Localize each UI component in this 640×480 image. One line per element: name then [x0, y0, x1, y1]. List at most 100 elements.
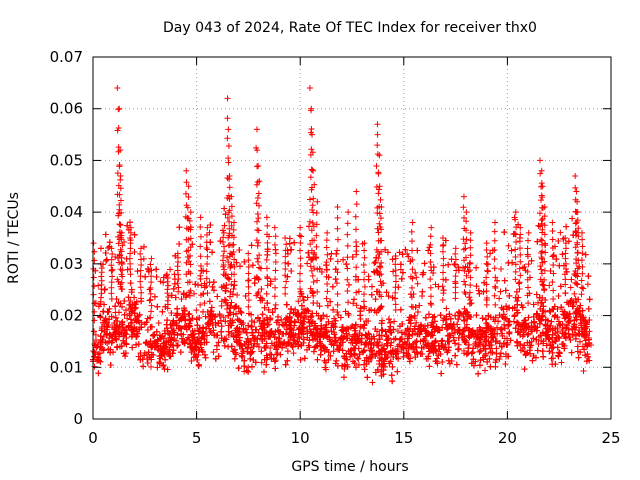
data-point — [506, 318, 513, 325]
data-point — [210, 279, 217, 286]
data-point — [351, 352, 358, 359]
data-point — [585, 305, 592, 312]
data-point — [534, 347, 541, 354]
data-point — [122, 353, 129, 360]
data-point — [466, 300, 473, 307]
data-point — [186, 316, 193, 323]
data-point — [153, 266, 160, 273]
data-point — [426, 363, 433, 370]
data-point — [378, 326, 385, 333]
grid-layer — [93, 57, 611, 419]
data-point — [352, 321, 359, 328]
data-point — [112, 303, 119, 310]
data-point — [92, 331, 99, 338]
data-point — [351, 337, 358, 344]
data-point — [444, 349, 451, 356]
data-point — [454, 346, 461, 353]
data-point — [514, 342, 521, 349]
data-point — [138, 324, 145, 331]
data-point — [291, 239, 298, 246]
data-point — [348, 339, 355, 346]
data-point — [535, 341, 542, 348]
data-point — [201, 336, 208, 343]
data-point — [482, 345, 489, 352]
data-point — [167, 353, 174, 360]
data-point — [537, 305, 544, 312]
data-point — [538, 312, 545, 319]
data-point — [203, 339, 210, 346]
data-point — [186, 323, 193, 330]
data-point — [140, 243, 147, 250]
data-point — [416, 302, 423, 309]
data-point — [505, 259, 512, 266]
data-point — [208, 308, 215, 315]
data-point — [231, 355, 238, 362]
data-point — [340, 256, 347, 263]
data-point — [206, 298, 213, 305]
data-point — [577, 338, 584, 345]
data-point — [291, 337, 298, 344]
data-point — [493, 338, 500, 345]
data-point — [107, 349, 114, 356]
data-point — [320, 331, 327, 338]
data-point — [383, 340, 390, 347]
data-point — [494, 324, 501, 331]
data-point — [562, 290, 569, 297]
data-point — [347, 324, 354, 331]
data-point — [342, 326, 349, 333]
data-point — [286, 240, 293, 247]
data-point — [309, 310, 316, 317]
data-point — [571, 290, 578, 297]
data-point — [413, 319, 420, 326]
data-point — [106, 335, 113, 342]
data-point — [491, 318, 498, 325]
data-point — [328, 250, 335, 257]
data-point — [267, 278, 274, 285]
data-point — [300, 336, 307, 343]
data-point — [239, 345, 246, 352]
data-point — [234, 292, 241, 299]
data-point — [432, 358, 439, 365]
data-point — [421, 323, 428, 330]
data-point — [323, 321, 330, 328]
data-point — [255, 343, 262, 350]
data-point — [137, 350, 144, 357]
data-point — [413, 274, 420, 281]
data-point — [552, 338, 559, 345]
data-point — [125, 324, 132, 331]
data-point — [497, 288, 504, 295]
data-point — [439, 337, 446, 344]
data-point — [228, 343, 235, 350]
data-point — [438, 370, 445, 377]
data-point — [451, 260, 458, 267]
data-point — [143, 339, 150, 346]
data-point — [163, 339, 170, 346]
data-point — [112, 314, 119, 321]
data-point — [167, 341, 174, 348]
data-point — [530, 313, 537, 320]
data-point — [296, 335, 303, 342]
data-point — [388, 372, 395, 379]
data-point — [284, 314, 291, 321]
data-point — [340, 374, 347, 381]
data-point — [332, 317, 339, 324]
data-point — [115, 309, 122, 316]
data-point — [281, 339, 288, 346]
data-point — [493, 350, 500, 357]
data-point — [344, 363, 351, 370]
data-point — [167, 266, 174, 273]
data-point — [361, 366, 368, 373]
data-point — [582, 352, 589, 359]
data-point — [567, 317, 574, 324]
data-point — [417, 338, 424, 345]
data-point — [506, 292, 513, 299]
data-point — [482, 316, 489, 323]
data-point — [121, 311, 128, 318]
data-point — [236, 246, 243, 253]
data-point — [124, 266, 131, 273]
data-point — [215, 353, 222, 360]
data-point — [301, 355, 308, 362]
data-point — [558, 304, 565, 311]
data-point — [462, 240, 469, 247]
data-point — [561, 345, 568, 352]
